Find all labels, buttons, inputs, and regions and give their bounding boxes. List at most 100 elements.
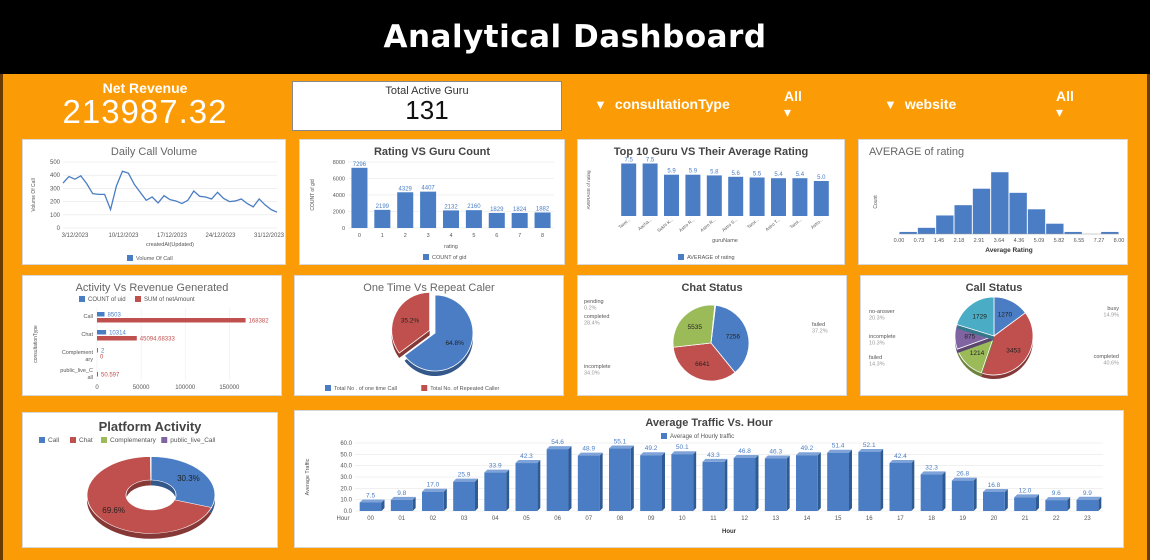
- legend-label: SUM of netAmount: [144, 297, 195, 303]
- pie-slice: [672, 342, 736, 382]
- y-tick-label: 100: [50, 213, 61, 219]
- data-label: 46.8: [738, 448, 751, 455]
- pie-slice: [672, 304, 716, 348]
- x-tick-label: 19: [959, 516, 966, 522]
- slice-name-label: completed: [584, 314, 609, 320]
- bar: [771, 178, 786, 216]
- x-tick-label: 23: [1084, 516, 1091, 522]
- data-label: 1882: [536, 206, 550, 212]
- website-filter[interactable]: ▼ website All ▾: [884, 88, 1074, 120]
- data-label: 5.8: [710, 169, 719, 175]
- bar-side: [1035, 494, 1039, 511]
- chart-title: Chat Status: [681, 282, 743, 294]
- legend-label: Call: [48, 437, 60, 444]
- bar-top: [390, 496, 416, 500]
- legend-swatch: [135, 296, 141, 302]
- bar: [546, 449, 569, 511]
- data-label: 7.5: [625, 158, 634, 164]
- consultation-type-filter[interactable]: ▼ consultationType All ▾: [594, 88, 802, 120]
- bar: [1027, 209, 1046, 234]
- legend-label: COUNT of uid: [88, 297, 126, 303]
- x-tick-label: 20: [991, 516, 998, 522]
- x-tick-label: 50000: [133, 385, 150, 391]
- bar-side: [817, 452, 821, 511]
- dashboard-header: Analytical Dashboard: [0, 0, 1150, 74]
- data-label: 1829: [490, 207, 504, 213]
- slice-name-label: incomplete: [584, 364, 611, 370]
- bar-side: [1004, 488, 1008, 511]
- slice-label: 35.2%: [401, 317, 420, 324]
- data-label: 5.6: [732, 171, 741, 177]
- x-tick-label: 4.36: [1014, 238, 1025, 244]
- data-label: 8503: [108, 313, 122, 319]
- data-label: 32.3: [925, 464, 938, 471]
- bar-top: [609, 445, 634, 449]
- y-tick-label: ary: [85, 357, 93, 363]
- data-label: 5.9: [667, 169, 676, 175]
- x-tick-label: 31/12/2023: [254, 233, 285, 239]
- chart-title: Daily Call Volume: [110, 146, 198, 158]
- x-tick-label: 0.00: [894, 238, 905, 244]
- x-tick-label: Hour: [336, 516, 349, 522]
- bar-side: [537, 460, 541, 511]
- bar-top: [733, 454, 759, 458]
- legend-label: Volume Of Call: [136, 256, 173, 262]
- bar: [390, 499, 413, 511]
- bar-side: [630, 445, 634, 511]
- bar: [685, 174, 701, 216]
- bar: [1076, 499, 1099, 511]
- data-label: 54.6: [551, 439, 564, 446]
- data-label: 46.3: [769, 449, 782, 456]
- data-label: 45094.68333: [140, 337, 176, 343]
- filter-icon: ▼: [594, 96, 607, 112]
- chart-title: Activity Vs Revenue Generated: [75, 282, 229, 294]
- bar-side: [568, 446, 572, 511]
- donut-group: [86, 456, 216, 539]
- data-label: 2: [101, 349, 105, 355]
- filter-value-dropdown[interactable]: All ▾: [784, 87, 802, 120]
- data-label: 7.5: [366, 493, 375, 500]
- x-tick-label: 3.64: [994, 238, 1005, 244]
- bar-top: [858, 448, 884, 452]
- x-tick-label: 10: [679, 516, 686, 522]
- data-label: 42.4: [894, 453, 907, 460]
- bar: [664, 174, 679, 216]
- y-tick-label: 40.0: [340, 464, 352, 470]
- bar-side: [755, 454, 759, 511]
- x-tick-label: 150000: [219, 385, 240, 391]
- x-tick-label: 7.27: [1094, 238, 1105, 244]
- average-rating-panel: AVERAGE of rating 0.00 0.73 1.45 2.18 2.91 3.…: [858, 139, 1128, 265]
- x-tick-label: Tarot...: [746, 217, 760, 230]
- data-label: 50.597: [101, 373, 120, 379]
- bar-side: [786, 455, 790, 511]
- x-tick-label: 7: [518, 233, 521, 239]
- bar: [453, 481, 475, 511]
- bar-top: [983, 488, 1008, 492]
- x-tick-label: 24/12/2023: [205, 233, 236, 239]
- bar-top: [889, 459, 915, 463]
- data-label: 51.4: [832, 443, 845, 450]
- net-revenue-value: 213987.32: [62, 93, 228, 130]
- x-tick-label: 00: [367, 516, 374, 522]
- x-tick-label: Astro T...: [764, 217, 781, 232]
- bar: [484, 472, 507, 511]
- y-axis-label: Volume Of Call: [31, 178, 37, 211]
- slice-pct-label: 37.2%: [812, 329, 828, 335]
- daily-call-volume-panel: Daily Call Volume 0 100 200 300 400 500 3/12/2…: [22, 139, 286, 265]
- bar: [702, 461, 725, 511]
- x-tick-label: Sukhi K...: [656, 217, 674, 233]
- x-tick-label: 0.73: [914, 238, 925, 244]
- filter-value-dropdown[interactable]: All ▾: [1056, 87, 1074, 120]
- y-axis-label: Count: [873, 195, 879, 209]
- pie-slice: [391, 291, 431, 354]
- bar-top: [951, 477, 977, 481]
- y-axis-label: AVERAGE of rating: [586, 170, 591, 209]
- pie-slice: [980, 312, 1034, 376]
- y-tick-label: 20.0: [340, 486, 352, 492]
- data-label: 168382: [249, 319, 270, 325]
- rating-vs-guru-chart: 0 2000 4000 6000 8000 7296 0 2199 1 4329 2 4407 3 213…: [310, 160, 554, 261]
- legend-label: Complementary: [110, 437, 157, 444]
- slice-label: 7256: [726, 334, 741, 341]
- bar-top: [796, 452, 821, 456]
